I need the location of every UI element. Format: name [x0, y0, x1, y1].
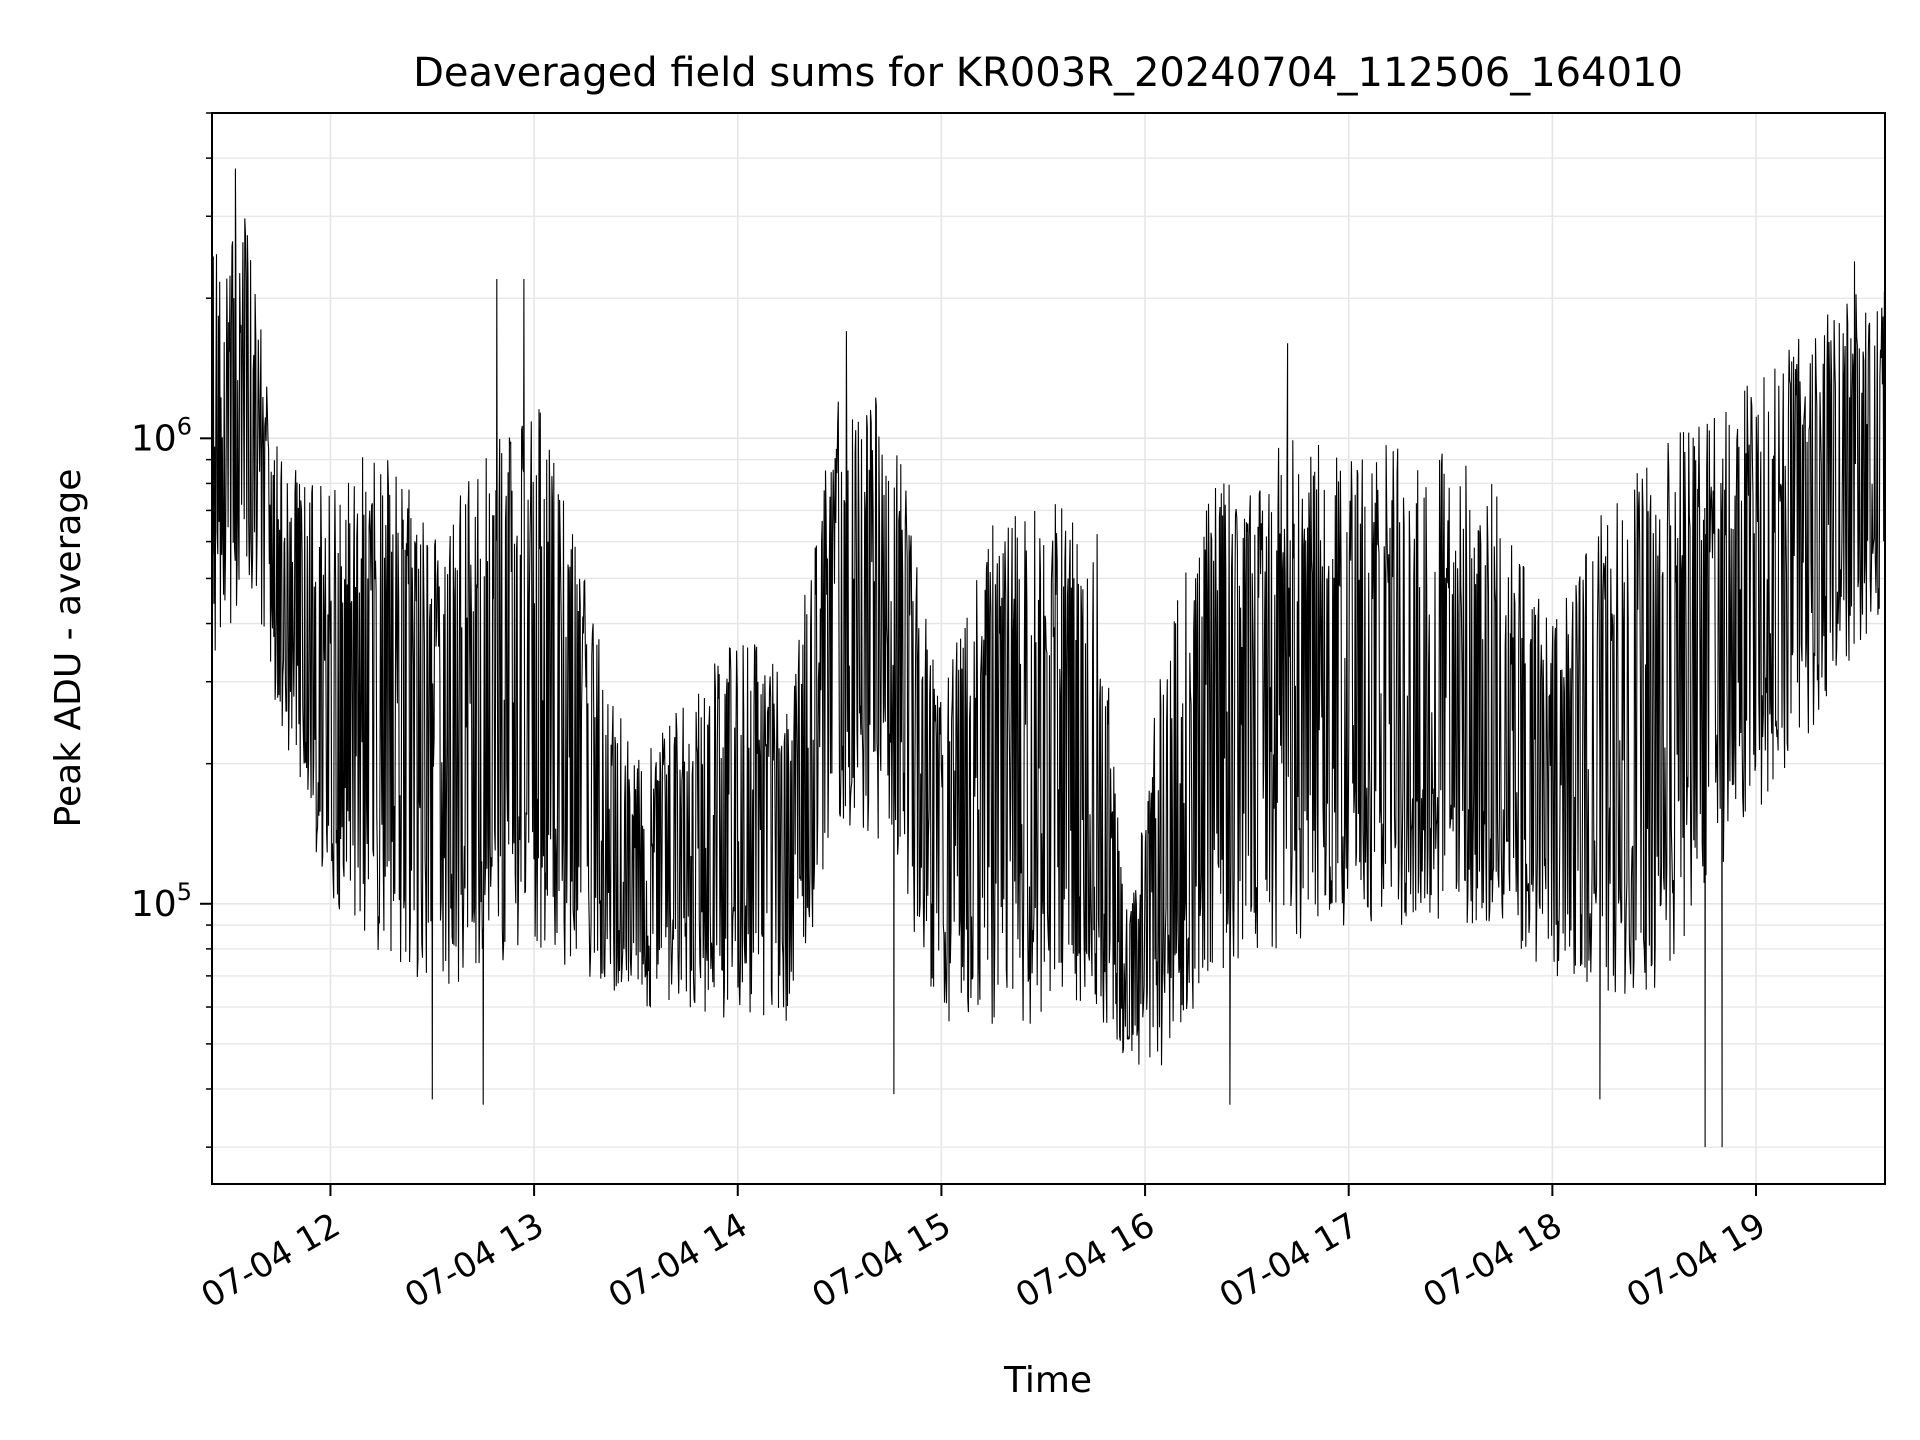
- y-axis-ticks: 105 106: [131, 112, 212, 1148]
- series-path: [212, 168, 1885, 1148]
- y-tick-label-1: 106: [131, 412, 192, 459]
- plot-frame: [211, 112, 1886, 1185]
- series-line: [212, 168, 1885, 1148]
- y-axis-label: Peak ADU - average: [48, 469, 89, 828]
- chart-title: Deaveraged field sums for KR003R_2024070…: [413, 50, 1683, 96]
- x-axis-label: Time: [1003, 1360, 1092, 1401]
- y-tick-label-0: 105: [131, 878, 192, 925]
